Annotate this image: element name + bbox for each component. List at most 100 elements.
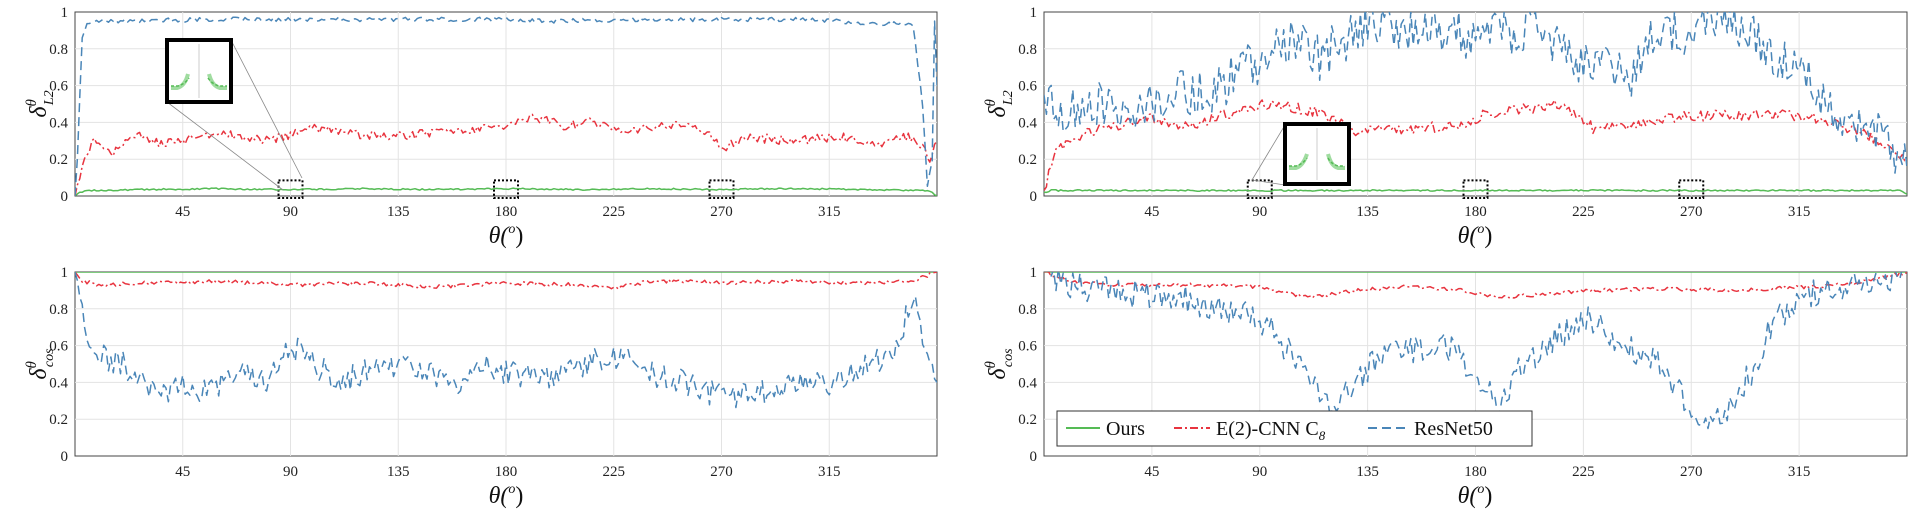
y-tick-label: 0.2: [1018, 412, 1037, 428]
x-axis-label: θ(o): [489, 482, 524, 509]
y-tick-label: 0.2: [1018, 152, 1037, 168]
inset-connector: [230, 39, 303, 179]
series-line-e-2-cnn-c8: [75, 272, 937, 290]
series-layer: [1044, 272, 1907, 430]
legend-label-ours: Ours: [1106, 418, 1145, 440]
x-tick-label: 315: [1788, 464, 1811, 480]
series-layer: [1044, 12, 1907, 195]
y-tick-label: 0.8: [49, 42, 68, 58]
x-tick-label: 225: [1572, 204, 1595, 220]
x-tick-label: 225: [603, 204, 626, 220]
panel-top-left: 45 90 135 180 225 270 315 0 0.2 0.4 0.6 0.8 1 δθ L2 θ…: [24, 5, 938, 249]
y-tick-label: 0.6: [49, 339, 68, 355]
y-tick-label: 0.2: [49, 152, 68, 168]
x-axis-label: θ(o): [489, 222, 524, 249]
inset-curve: [1289, 157, 1345, 167]
legend-box: [1056, 410, 1533, 447]
y-tick-label: 1: [1030, 5, 1038, 21]
x-tick-label: 225: [1572, 464, 1595, 480]
zoom-box: [1462, 179, 1489, 199]
y-tick-label: 1: [61, 5, 69, 21]
x-tick-label: 135: [387, 204, 410, 220]
y-tick-label: 0.4: [1018, 375, 1037, 391]
x-tick-label: 315: [818, 464, 841, 480]
grid: [75, 272, 937, 456]
y-tick-label: 1: [61, 265, 69, 281]
y-tick-label: 0.6: [49, 79, 68, 95]
x-tick-label: 315: [818, 204, 841, 220]
series-line-resnet50: [1044, 272, 1907, 430]
y-tick-label: 0: [61, 189, 69, 205]
x-tick-label: 180: [495, 204, 518, 220]
y-tick-label: 0: [1030, 449, 1038, 465]
x-tick-label: 180: [1464, 464, 1487, 480]
y-tick-label: 0.8: [1018, 42, 1037, 58]
y-axis-label: δθ L2: [983, 90, 1016, 117]
x-tick-label: 45: [1144, 204, 1159, 220]
x-tick-label: 270: [710, 204, 733, 220]
y-axis-label: δθ L2: [24, 90, 57, 117]
legend-label-e2cnn: E(2)-CNN C8: [1216, 418, 1326, 443]
x-tick-label: 270: [710, 464, 733, 480]
y-tick-label: 1: [1030, 265, 1038, 281]
series-line-e-2-cnn-c8: [75, 113, 937, 196]
x-tick-label: 45: [1144, 464, 1159, 480]
zoom-box: [1246, 179, 1273, 199]
y-axis-label: δθ cos: [983, 348, 1016, 380]
panel-top-right: 45 90 135 180 225 270 315 0 0.2 0.4 0.6 0.8 1 δθ L2 θ…: [983, 5, 1908, 249]
x-tick-label: 180: [1464, 204, 1487, 220]
inset: [1251, 122, 1351, 186]
zoom-box: [1678, 179, 1705, 199]
x-tick-label: 90: [1252, 464, 1267, 480]
x-tick-label: 90: [283, 204, 298, 220]
ticks: 45 90 135 180 225 270 315 0 0.2 0.4 0.6 0.8 1: [49, 5, 840, 220]
legend: Ours E(2)-CNN C8 ResNet50: [1056, 410, 1533, 447]
x-tick-label: 45: [175, 204, 190, 220]
ticks: 45 90 135 180 225 270 315 0 0.2 0.4 0.6 0.8 1: [49, 265, 840, 480]
y-tick-label: 0.6: [1018, 339, 1037, 355]
y-tick-label: 0.8: [1018, 302, 1037, 318]
y-tick-label: 0.4: [49, 375, 68, 391]
inset-connector: [1251, 124, 1286, 181]
series-layer: [75, 16, 937, 196]
y-tick-label: 0: [1030, 189, 1038, 205]
series-line-e-2-cnn-c8: [1044, 99, 1907, 191]
series-line-ours: [1044, 188, 1907, 195]
x-axis-label: θ(o): [1458, 222, 1493, 249]
zoom-boxes: [1246, 179, 1705, 199]
series-line-ours: [75, 187, 937, 196]
series-line-e-2-cnn-c8: [1044, 272, 1907, 299]
y-tick-label: 0.4: [1018, 115, 1037, 131]
x-tick-label: 90: [283, 464, 298, 480]
inset-connector: [1251, 179, 1286, 186]
y-tick-label: 0.6: [1018, 79, 1037, 95]
series-layer: [75, 272, 937, 409]
x-tick-label: 315: [1788, 204, 1811, 220]
series-line-resnet50: [75, 16, 937, 196]
x-tick-label: 225: [603, 464, 626, 480]
x-tick-label: 90: [1252, 204, 1267, 220]
y-tick-label: 0.8: [49, 302, 68, 318]
x-tick-label: 180: [495, 464, 518, 480]
ticks: 45 90 135 180 225 270 315 0 0.2 0.4 0.6 0.8 1: [1018, 5, 1810, 220]
x-tick-label: 270: [1680, 204, 1703, 220]
series-line-resnet50: [75, 272, 937, 409]
inset: [165, 38, 303, 191]
y-tick-label: 0.2: [49, 412, 68, 428]
x-axis-label: θ(o): [1458, 482, 1493, 509]
legend-label-resnet: ResNet50: [1414, 418, 1493, 440]
x-tick-label: 45: [175, 464, 190, 480]
x-tick-label: 270: [1680, 464, 1703, 480]
series-line-resnet50: [1044, 12, 1907, 174]
inset-connector: [166, 101, 284, 191]
inset-curve: [171, 77, 227, 87]
x-tick-label: 135: [387, 464, 410, 480]
ticks: 45 90 135 180 225 270 315 0 0.2 0.4 0.6 0.8 1: [1018, 265, 1810, 480]
x-tick-label: 135: [1356, 204, 1379, 220]
y-axis-label: δθ cos: [24, 348, 57, 380]
y-tick-label: 0.4: [49, 115, 68, 131]
x-tick-label: 135: [1356, 464, 1379, 480]
